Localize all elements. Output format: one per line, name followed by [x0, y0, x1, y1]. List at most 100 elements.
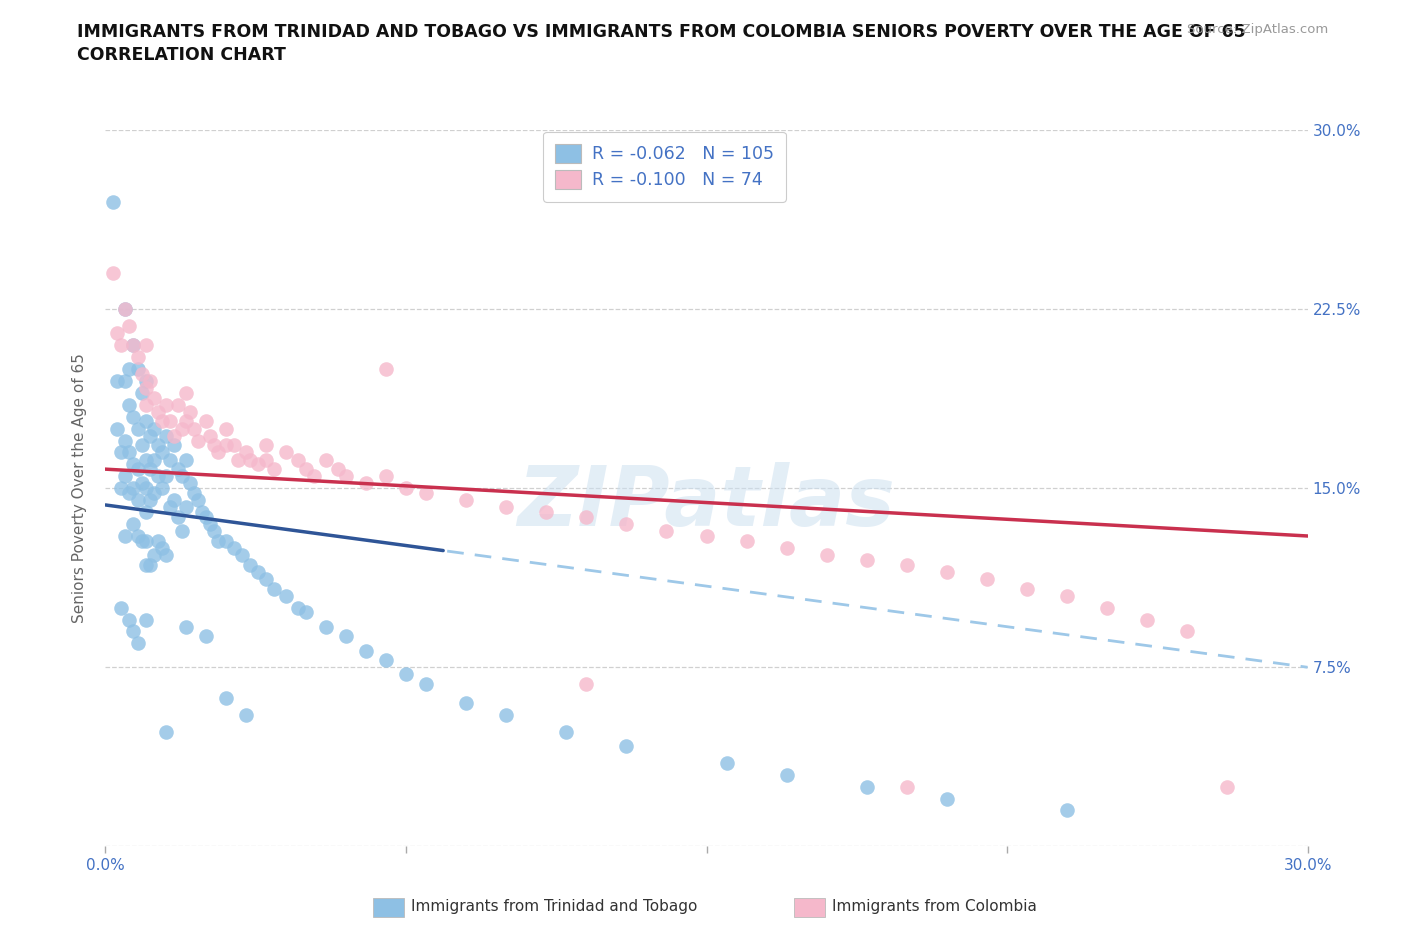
Point [114, 528, 136, 543]
Point [194, 629, 217, 644]
Point [118, 612, 141, 627]
Point [118, 445, 141, 460]
Point [415, 676, 437, 691]
Point [122, 481, 145, 496]
Point [575, 510, 598, 525]
Point [138, 461, 160, 476]
Point [142, 390, 165, 405]
Point [335, 469, 357, 484]
Point [495, 708, 517, 723]
Point [162, 438, 184, 453]
Point [616, 517, 638, 532]
Point [214, 533, 236, 548]
Point [1097, 600, 1119, 615]
Point [655, 524, 678, 538]
Point [287, 452, 309, 467]
Point [114, 374, 136, 389]
Point [207, 533, 229, 548]
Point [138, 493, 160, 508]
Point [246, 457, 269, 472]
Point [135, 374, 157, 389]
Point [1136, 612, 1159, 627]
Point [222, 438, 245, 453]
Point [295, 604, 318, 619]
Point [198, 517, 221, 532]
Point [716, 755, 738, 770]
Point [776, 540, 799, 555]
Point [855, 779, 877, 794]
Point [179, 476, 201, 491]
Point [162, 429, 184, 444]
Point [254, 452, 277, 467]
Point [354, 476, 377, 491]
Point [135, 338, 157, 352]
Point [374, 469, 398, 484]
Point [127, 528, 149, 543]
Point [222, 540, 245, 555]
Point [735, 533, 758, 548]
Point [103, 194, 125, 209]
Point [1177, 624, 1199, 639]
Point [174, 619, 197, 634]
Point [127, 362, 149, 377]
Point [114, 433, 136, 448]
Point [118, 397, 141, 412]
Y-axis label: Seniors Poverty Over the Age of 65: Seniors Poverty Over the Age of 65 [72, 353, 87, 623]
Point [1056, 589, 1078, 604]
Point [174, 414, 197, 429]
Point [326, 461, 349, 476]
Point [135, 533, 157, 548]
Point [194, 414, 217, 429]
Point [138, 429, 160, 444]
Point [976, 572, 998, 587]
Point [146, 405, 169, 419]
Point [155, 724, 177, 739]
Point [122, 409, 145, 424]
Point [534, 505, 557, 520]
Point [122, 457, 145, 472]
Point [1056, 804, 1078, 818]
Point [374, 362, 398, 377]
Point [776, 767, 799, 782]
Point [374, 653, 398, 668]
Point [131, 366, 153, 381]
Point [395, 481, 418, 496]
Point [263, 581, 285, 596]
Point [159, 414, 181, 429]
Point [254, 572, 277, 587]
Point [110, 338, 132, 352]
Point [118, 485, 141, 500]
Point [107, 326, 129, 340]
Point [214, 421, 236, 436]
Point [555, 724, 578, 739]
Point [135, 612, 157, 627]
Point [135, 452, 157, 467]
Point [207, 445, 229, 460]
Point [127, 636, 149, 651]
Point [696, 528, 718, 543]
Point [135, 481, 157, 496]
Point [162, 493, 184, 508]
Point [254, 438, 277, 453]
Point [354, 644, 377, 658]
Point [122, 624, 145, 639]
Point [302, 469, 325, 484]
Point [246, 565, 269, 579]
Point [454, 493, 477, 508]
Point [174, 500, 197, 515]
Point [1017, 581, 1039, 596]
Point [127, 461, 149, 476]
Point [142, 421, 165, 436]
Point [150, 481, 173, 496]
Point [135, 380, 157, 395]
Point [135, 557, 157, 572]
Point [135, 414, 157, 429]
Point [114, 301, 136, 316]
Point [142, 548, 165, 563]
Point [575, 676, 598, 691]
Point [454, 696, 477, 711]
Point [174, 385, 197, 400]
Point [287, 600, 309, 615]
Point [194, 510, 217, 525]
Point [315, 619, 337, 634]
